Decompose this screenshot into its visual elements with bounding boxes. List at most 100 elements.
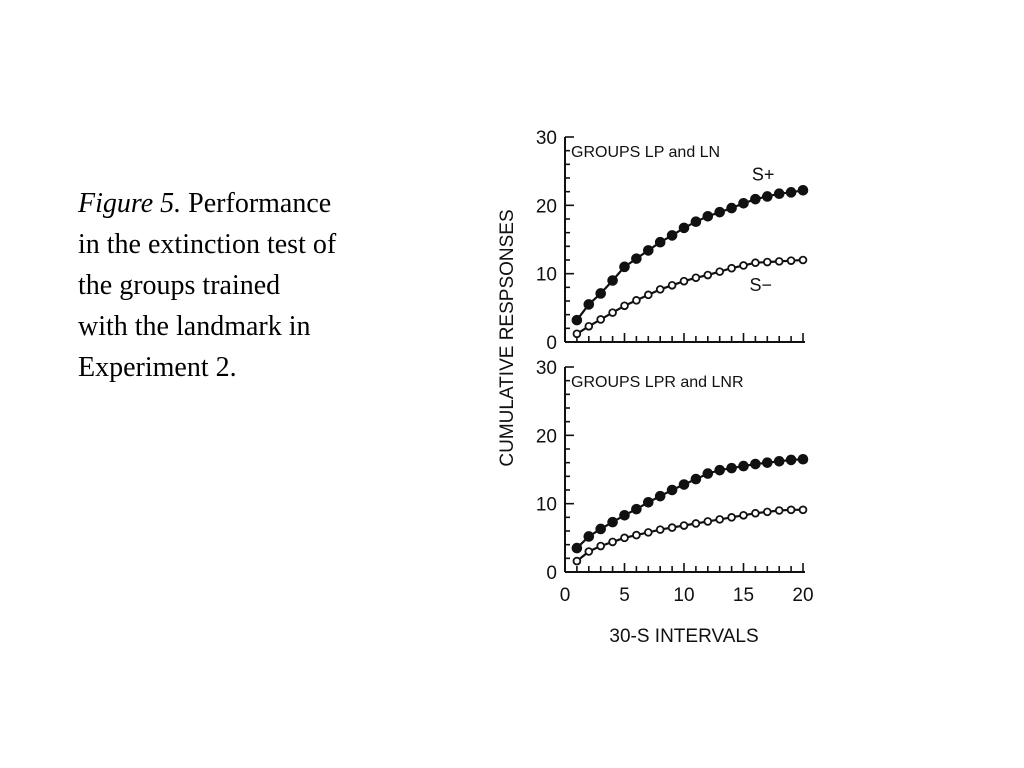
data-point-filled	[607, 516, 618, 528]
chart-panel: 0 10 20 30 GROUPS LP and LN S+ S−	[536, 128, 809, 354]
data-point-open	[715, 267, 724, 276]
data-point-open	[584, 547, 594, 556]
data-point-open	[727, 513, 736, 522]
y-tick-label: 10	[536, 495, 557, 516]
y-axis-title: CUMULATIVE RESPSONSES	[497, 209, 518, 466]
data-point-filled	[797, 453, 809, 465]
data-point-open	[572, 556, 582, 566]
data-point-open	[584, 321, 594, 331]
data-point-open	[632, 296, 641, 305]
data-point-open	[774, 257, 784, 266]
data-point-open	[751, 258, 760, 268]
x-tick-label: 10	[673, 585, 694, 606]
data-point-filled	[666, 230, 678, 241]
data-point-filled	[678, 222, 690, 234]
data-point-open	[786, 505, 796, 515]
data-point-open	[691, 519, 701, 528]
series-line	[576, 189, 804, 321]
data-point-open	[762, 507, 772, 517]
data-point-filled	[785, 454, 797, 466]
data-point-filled	[678, 479, 690, 490]
data-point-open	[667, 280, 677, 290]
caption-line: in the extinction test of	[78, 229, 337, 260]
data-point-open	[774, 506, 784, 515]
data-point-open	[703, 270, 713, 280]
data-point-open	[679, 521, 689, 530]
data-point-open	[751, 508, 760, 518]
data-point-filled	[738, 197, 749, 209]
y-tick-label: 20	[536, 196, 557, 217]
data-point-filled	[583, 531, 595, 542]
data-point-filled	[666, 484, 678, 496]
data-point-filled	[797, 185, 809, 196]
caption-line: Experiment 2.	[78, 352, 237, 383]
data-point-filled	[690, 216, 702, 228]
data-point-filled	[631, 253, 642, 264]
panel-title: GROUPS LPR and LNR	[571, 374, 744, 391]
series-label: S+	[752, 164, 775, 184]
series-line	[576, 258, 804, 335]
data-point-open	[643, 290, 653, 300]
y-tick-label: 0	[546, 563, 557, 584]
data-point-open	[608, 537, 617, 547]
data-point-filled	[726, 202, 737, 214]
caption-line: Performance	[188, 188, 332, 219]
caption-line: with the landmark in	[78, 311, 311, 342]
data-point-filled	[714, 206, 725, 218]
data-point-filled	[785, 187, 797, 198]
data-point-filled	[619, 509, 630, 521]
data-point-filled	[761, 191, 773, 202]
data-point-open	[798, 505, 808, 515]
data-point-filled	[690, 473, 702, 485]
data-point-filled	[773, 188, 785, 200]
data-point-open	[643, 528, 653, 537]
data-point-filled	[738, 460, 749, 472]
x-tick-label: 0	[560, 585, 571, 606]
data-point-filled	[773, 455, 785, 467]
data-point-filled	[571, 542, 583, 554]
data-point-open	[655, 525, 665, 534]
data-point-open	[667, 523, 677, 532]
series-label: S−	[749, 275, 772, 295]
data-point-filled	[619, 261, 630, 273]
data-point-open	[679, 276, 689, 286]
data-point-filled	[654, 236, 666, 248]
data-point-filled	[607, 275, 618, 286]
data-point-open	[691, 273, 701, 283]
data-point-filled	[631, 503, 642, 515]
data-point-open	[608, 308, 617, 317]
caption-label: Figure 5.	[78, 188, 182, 219]
data-point-open	[703, 517, 713, 526]
y-tick-label: 30	[536, 128, 557, 149]
data-point-filled	[702, 210, 714, 222]
data-point-open	[715, 515, 724, 524]
x-tick-label: 5	[619, 585, 630, 606]
series-line	[576, 458, 804, 549]
data-point-filled	[714, 464, 725, 476]
y-tick-label: 30	[536, 358, 557, 379]
data-point-filled	[702, 468, 714, 479]
data-point-open	[739, 261, 748, 270]
data-point-open	[620, 533, 629, 543]
panel-title: GROUPS LP and LN	[571, 144, 720, 161]
data-point-open	[727, 263, 736, 273]
figure-caption: Figure 5. Performance in the extinction …	[78, 183, 408, 388]
data-point-open	[762, 257, 772, 267]
data-point-filled	[595, 523, 606, 535]
x-tick-label: 15	[733, 585, 754, 606]
data-point-open	[632, 530, 641, 540]
data-point-open	[596, 315, 605, 324]
data-point-open	[620, 301, 629, 311]
chart-panel: 0 10 20 30 GROUPS LPR and LNR	[536, 358, 809, 584]
x-tick-label: 20	[792, 585, 813, 606]
data-point-filled	[571, 314, 583, 326]
data-point-open	[798, 255, 808, 265]
y-tick-label: 0	[546, 333, 557, 354]
data-point-open	[786, 256, 796, 265]
data-point-filled	[726, 462, 737, 474]
x-axis-title: 30-S INTERVALS	[609, 626, 758, 647]
data-point-filled	[595, 288, 606, 299]
data-point-filled	[583, 299, 595, 310]
y-tick-label: 10	[536, 265, 557, 286]
y-tick-label: 20	[536, 426, 557, 447]
